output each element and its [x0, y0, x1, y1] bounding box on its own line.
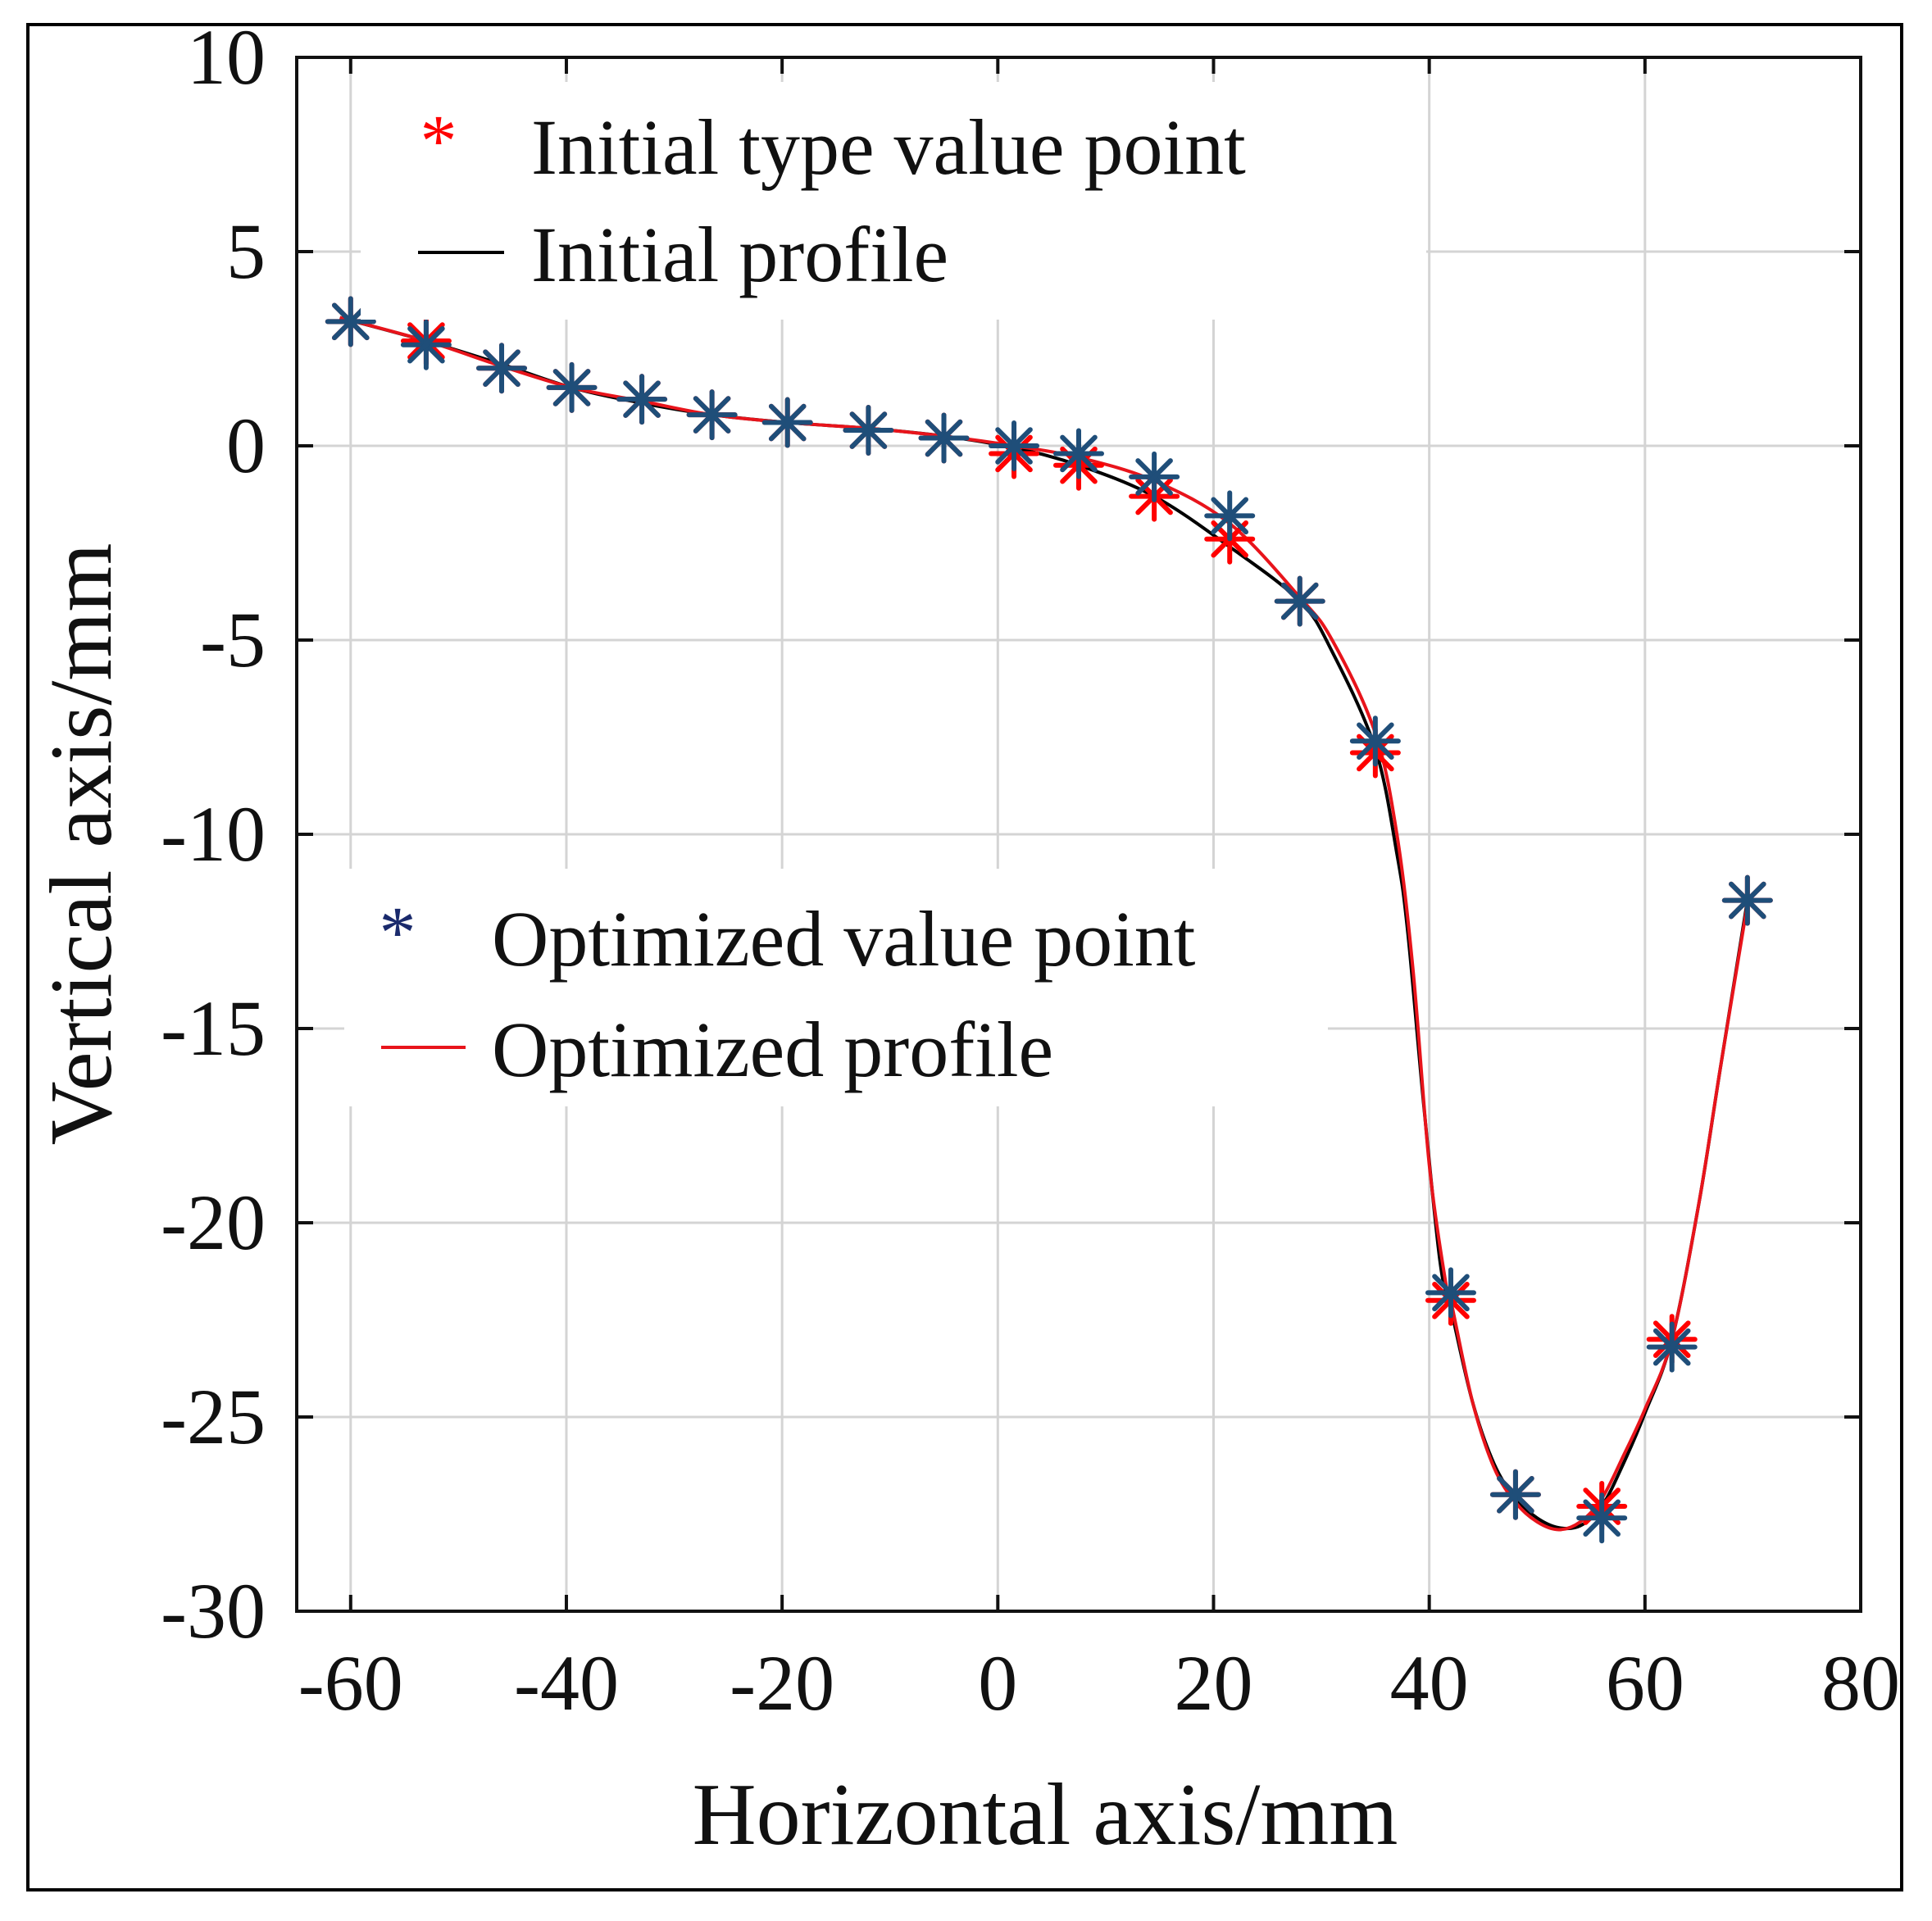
optimized-point-marker [918, 412, 970, 464]
optimized-point-marker-stroke [1432, 1274, 1470, 1312]
legend-optimized-profile-label: Optimized profile [492, 1006, 1053, 1093]
optimized-point-marker [1204, 490, 1256, 542]
tick-layer: -60 -40 -20 0 20 40 60 80 10 5 0 -5 -10 -15 -20 -25 -30 [161, 13, 1900, 1727]
x-tick-label: 40 [1390, 1639, 1469, 1727]
optimized-point-marker-stroke [1135, 458, 1173, 496]
optimized-point-marker-stroke [552, 369, 591, 406]
optimized-point-marker-stroke [623, 380, 661, 418]
x-tick-label: 60 [1606, 1639, 1684, 1727]
optimized-point-marker-stroke [1060, 434, 1098, 473]
optimized-point-marker [989, 420, 1040, 471]
optimized-point-marker [686, 389, 738, 441]
optimized-point-marker [1274, 575, 1325, 627]
y-tick-label: -20 [161, 1178, 266, 1266]
optimized-point-marker-stroke [483, 349, 521, 387]
optimized-point-marker [1129, 451, 1180, 502]
optimized-point-marker-stroke [925, 419, 963, 457]
optimized-point-marker-stroke [1652, 1328, 1691, 1366]
optimized-point-marker-stroke [849, 411, 888, 449]
optimized-point-marker [1349, 715, 1401, 767]
legend-initial-profile-label: Initial profile [531, 211, 948, 298]
legend-middle-bg [344, 869, 1328, 1106]
legend-initial-points-marker: * [420, 101, 457, 182]
optimized-point-marker [546, 361, 598, 413]
figure-frame [26, 23, 1903, 1891]
legend-middle: * Optimized value point Optimized profil… [344, 869, 1328, 1106]
x-tick-label: 0 [978, 1639, 1017, 1727]
y-tick-label: 10 [187, 13, 266, 101]
legend-optimized-points-label: Optimized value point [492, 895, 1196, 983]
optimized-point-marker-stroke [1357, 722, 1394, 761]
y-tick-label: -5 [200, 596, 266, 683]
y-tick-label: 0 [226, 402, 266, 489]
x-tick-label: -60 [298, 1639, 403, 1727]
x-tick-label: -20 [730, 1639, 834, 1727]
optimized-point-marker-stroke [1211, 497, 1249, 535]
optimized-point-marker-stroke [1583, 1499, 1621, 1537]
series-layer [325, 296, 1773, 1544]
optimized-point-marker [476, 343, 528, 394]
y-tick-label: -25 [161, 1373, 266, 1460]
optimized-point-marker [1576, 1492, 1628, 1544]
x-tick-label: -40 [514, 1639, 619, 1727]
optimized-point-marker-stroke [407, 325, 445, 364]
y-tick-label: -30 [161, 1567, 266, 1655]
y-axis-label: Vertical axis/mm [33, 543, 130, 1146]
optimized-point-marker [1053, 428, 1104, 479]
optimized-point-marker-stroke [768, 403, 807, 442]
y-tick-label: 5 [226, 207, 266, 295]
optimized-point-marker [1425, 1267, 1476, 1319]
x-axis-label: Horizontal axis/mm [693, 1766, 1398, 1864]
y-tick-label: -10 [161, 790, 266, 878]
legend-initial-points-label: Initial type value point [531, 103, 1246, 191]
optimized-point-marker-stroke [1729, 881, 1766, 920]
optimized-point-marker [843, 405, 894, 456]
legend-optimized-points-marker: * [380, 892, 416, 974]
optimized-point-marker-stroke [1280, 582, 1319, 620]
optimized-point-marker [1721, 874, 1773, 926]
x-tick-label: 80 [1821, 1639, 1900, 1727]
optimized-point-marker-stroke [693, 396, 731, 434]
optimized-point-marker-stroke [1497, 1476, 1534, 1514]
optimized-profile-line [339, 316, 1749, 1532]
optimized-point-marker [761, 397, 813, 448]
legend-top: * Initial type value point Initial profi… [361, 82, 1426, 320]
optimized-point-marker [1489, 1469, 1541, 1520]
optimized-point-marker [400, 319, 452, 370]
legend-top-bg [361, 82, 1426, 320]
y-tick-label: -15 [161, 984, 266, 1072]
optimized-point-marker-stroke [995, 427, 1033, 465]
optimized-point-marker [1646, 1321, 1698, 1373]
x-tick-label: 20 [1174, 1639, 1252, 1727]
optimized-point-marker [616, 374, 668, 425]
